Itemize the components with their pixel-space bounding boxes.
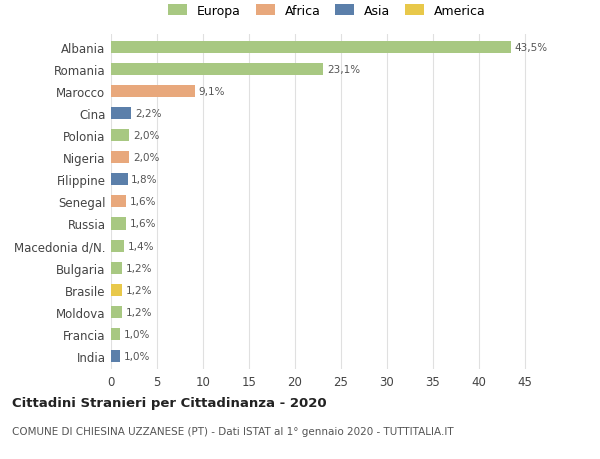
Bar <box>111 262 122 274</box>
Bar <box>111 108 131 120</box>
Bar <box>111 42 511 54</box>
Bar <box>111 350 120 362</box>
Text: COMUNE DI CHIESINA UZZANESE (PT) - Dati ISTAT al 1° gennaio 2020 - TUTTITALIA.IT: COMUNE DI CHIESINA UZZANESE (PT) - Dati … <box>12 426 454 436</box>
Text: 1,0%: 1,0% <box>124 329 150 339</box>
Text: 1,0%: 1,0% <box>124 351 150 361</box>
Bar <box>111 64 323 76</box>
Text: 1,2%: 1,2% <box>126 285 152 295</box>
Text: 1,2%: 1,2% <box>126 307 152 317</box>
Text: 43,5%: 43,5% <box>515 43 548 53</box>
Bar <box>111 240 124 252</box>
Text: 1,6%: 1,6% <box>130 219 156 229</box>
Text: 23,1%: 23,1% <box>327 65 360 75</box>
Text: 1,8%: 1,8% <box>131 175 158 185</box>
Bar <box>111 130 130 142</box>
Legend: Europa, Africa, Asia, America: Europa, Africa, Asia, America <box>164 1 490 22</box>
Text: Cittadini Stranieri per Cittadinanza - 2020: Cittadini Stranieri per Cittadinanza - 2… <box>12 396 326 409</box>
Text: 2,0%: 2,0% <box>133 153 160 163</box>
Bar <box>111 86 194 98</box>
Text: 2,0%: 2,0% <box>133 131 160 141</box>
Bar <box>111 196 126 208</box>
Bar <box>111 328 120 340</box>
Bar <box>111 174 128 186</box>
Bar <box>111 152 130 164</box>
Text: 9,1%: 9,1% <box>199 87 225 97</box>
Bar <box>111 306 122 318</box>
Text: 1,4%: 1,4% <box>128 241 154 251</box>
Bar <box>111 218 126 230</box>
Text: 1,2%: 1,2% <box>126 263 152 273</box>
Bar <box>111 284 122 296</box>
Text: 1,6%: 1,6% <box>130 197 156 207</box>
Text: 2,2%: 2,2% <box>135 109 161 119</box>
